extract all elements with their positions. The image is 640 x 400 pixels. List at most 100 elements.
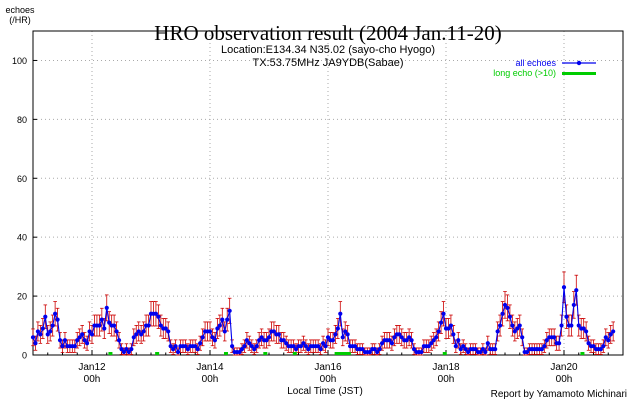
data-point — [242, 344, 247, 349]
data-point — [333, 332, 338, 337]
data-point — [80, 332, 85, 337]
data-point — [601, 344, 606, 349]
data-point — [53, 311, 58, 316]
data-point — [158, 323, 163, 328]
data-point — [446, 326, 451, 331]
y-axis-label: echoes — [5, 5, 35, 15]
data-point — [404, 338, 409, 343]
data-point — [441, 311, 446, 316]
data-point — [264, 338, 269, 343]
data-point — [429, 341, 434, 346]
data-point — [367, 349, 372, 355]
data-point — [352, 344, 358, 349]
data-point — [407, 335, 412, 340]
data-point — [303, 344, 308, 349]
data-point — [483, 349, 488, 355]
data-point — [502, 302, 508, 308]
data-point — [50, 323, 55, 328]
data-point — [397, 332, 402, 337]
long-echo-marker — [292, 352, 297, 355]
x-tick-label-date: Jan20 — [550, 362, 578, 373]
data-point — [254, 344, 259, 349]
data-point — [134, 332, 139, 337]
data-point — [586, 341, 591, 346]
data-point — [375, 349, 380, 355]
data-point — [60, 344, 65, 349]
y-axis-unit: (/HR) — [9, 15, 31, 25]
chart-subtitle-tx: TX:53.75MHz JA9YDB(Sabae) — [252, 57, 403, 69]
x-axis-label: Local Time (JST) — [287, 386, 363, 397]
data-point — [399, 335, 404, 340]
data-point — [340, 335, 345, 340]
long-echo-marker — [580, 352, 585, 355]
data-point — [97, 323, 102, 328]
legend-label-long-echo: long echo (>10) — [493, 68, 556, 78]
data-point — [40, 326, 45, 331]
data-point — [183, 344, 188, 349]
data-point — [259, 335, 264, 340]
data-point — [591, 344, 596, 349]
data-point — [431, 338, 436, 343]
data-point — [77, 335, 82, 340]
data-point — [102, 326, 107, 331]
data-point — [493, 347, 498, 352]
data-point — [119, 347, 124, 352]
data-point — [284, 341, 289, 346]
data-point — [171, 347, 176, 352]
data-point — [539, 347, 544, 352]
data-point — [542, 344, 547, 349]
data-point — [293, 347, 299, 352]
data-point — [271, 329, 277, 334]
data-point — [480, 347, 485, 352]
data-point — [436, 329, 441, 334]
data-point — [139, 332, 144, 337]
data-point — [497, 323, 503, 328]
data-point — [438, 320, 444, 325]
data-point — [478, 349, 483, 355]
data-point — [252, 347, 257, 352]
data-point — [87, 329, 92, 334]
data-point — [163, 326, 168, 331]
data-point — [212, 338, 218, 343]
chart-subtitle-location: Location:E134.34 N35.02 (sayo-cho Hyogo) — [221, 44, 435, 56]
legend-label-all-echoes: all echoes — [515, 58, 556, 68]
data-point — [569, 323, 574, 328]
data-point — [45, 332, 50, 337]
data-point — [207, 329, 213, 334]
long-echo-marker — [263, 352, 268, 355]
y-tick-label: 80 — [17, 115, 27, 125]
data-point — [225, 317, 230, 322]
data-point — [237, 349, 242, 355]
data-point — [244, 338, 249, 343]
data-point — [266, 335, 272, 340]
x-tick-label-time: 00h — [202, 374, 219, 385]
long-echo-marker — [344, 352, 349, 355]
data-point — [564, 314, 569, 319]
data-point — [495, 329, 500, 334]
series-long-echo — [108, 352, 585, 355]
x-tick-label-date: Jan14 — [196, 362, 224, 373]
data-point — [72, 344, 77, 349]
data-point — [227, 308, 232, 313]
data-point — [581, 326, 586, 331]
data-point — [584, 329, 589, 334]
y-tick-label: 100 — [12, 56, 27, 66]
data-point — [510, 323, 515, 328]
data-point — [379, 341, 385, 346]
data-point — [136, 329, 141, 334]
data-point — [598, 347, 603, 352]
data-point — [195, 347, 200, 352]
data-point — [114, 329, 119, 334]
data-point — [210, 335, 215, 340]
data-point — [166, 329, 171, 334]
data-point — [387, 338, 392, 343]
credit-text: Report by Yamamoto Michinari — [491, 389, 627, 400]
data-point — [318, 347, 323, 352]
data-point — [485, 341, 490, 346]
data-point — [345, 332, 350, 337]
data-point — [301, 341, 306, 346]
long-echo-marker — [346, 352, 351, 355]
data-point — [320, 341, 326, 346]
data-point — [55, 317, 60, 322]
